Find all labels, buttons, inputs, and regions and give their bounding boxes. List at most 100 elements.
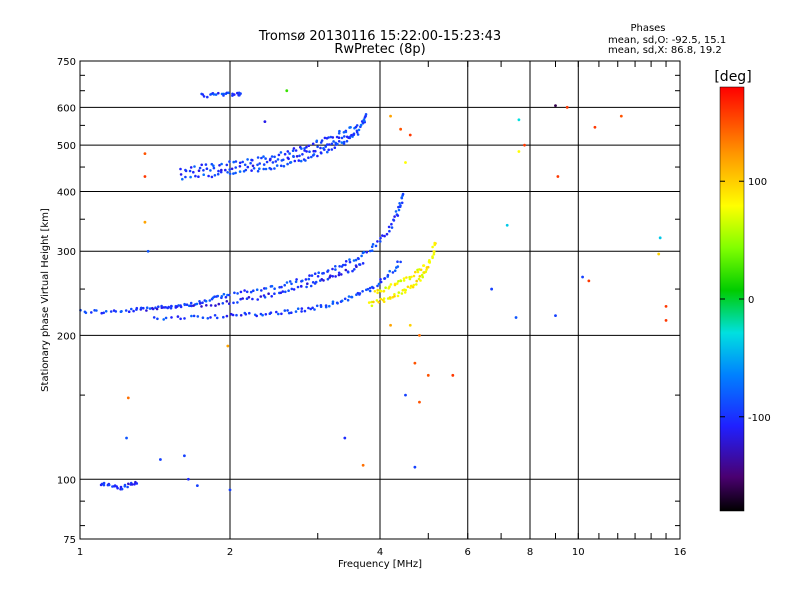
y-tick-label: 750 xyxy=(57,57,76,68)
data-point xyxy=(234,171,237,175)
data-point xyxy=(160,306,164,310)
data-point xyxy=(356,133,360,136)
data-point xyxy=(268,158,272,162)
data-point xyxy=(388,229,391,233)
y-tick-label: 75 xyxy=(63,535,76,546)
data-point xyxy=(393,269,397,273)
y-tick-label: 600 xyxy=(57,103,76,114)
data-point xyxy=(290,282,293,286)
data-point xyxy=(204,299,208,303)
data-point xyxy=(205,304,208,307)
data-point xyxy=(256,156,260,159)
data-point xyxy=(292,288,296,291)
data-point xyxy=(292,147,296,150)
data-point xyxy=(387,225,391,229)
data-point xyxy=(372,300,375,304)
data-point xyxy=(313,272,317,276)
data-point xyxy=(220,162,223,166)
data-point xyxy=(354,258,358,262)
data-point xyxy=(143,152,147,156)
data-point xyxy=(222,315,225,319)
data-point xyxy=(346,270,350,274)
data-point xyxy=(368,286,372,290)
data-point xyxy=(379,278,382,281)
data-point xyxy=(337,132,341,135)
data-point xyxy=(249,290,253,294)
data-point xyxy=(344,263,347,267)
colorbar-tick-label: -100 xyxy=(748,413,771,424)
data-point xyxy=(216,294,220,298)
data-point xyxy=(379,240,382,243)
data-point xyxy=(285,281,289,284)
data-point xyxy=(200,305,203,308)
data-point xyxy=(186,477,190,481)
data-point xyxy=(125,436,128,440)
data-point xyxy=(189,175,192,179)
data-point xyxy=(212,164,215,167)
data-point xyxy=(350,133,353,137)
data-point xyxy=(286,309,289,312)
data-point xyxy=(376,240,379,243)
data-point xyxy=(157,305,160,309)
data-point xyxy=(126,485,129,489)
data-point xyxy=(307,277,311,281)
data-point xyxy=(201,316,205,320)
data-point xyxy=(404,288,408,292)
data-point xyxy=(260,156,263,160)
data-point xyxy=(388,285,391,289)
data-point xyxy=(192,170,195,174)
data-point xyxy=(421,275,425,279)
data-point xyxy=(401,192,405,196)
data-point xyxy=(196,315,200,318)
data-point xyxy=(345,139,349,143)
data-point xyxy=(329,135,333,139)
data-point xyxy=(84,311,88,315)
data-point xyxy=(142,306,145,310)
stats-heading: Phases xyxy=(630,23,665,34)
data-point xyxy=(299,159,303,163)
data-point xyxy=(133,483,136,486)
data-point xyxy=(657,252,661,256)
data-point xyxy=(619,114,623,118)
data-point xyxy=(399,204,402,207)
data-point xyxy=(162,318,165,321)
data-point xyxy=(283,152,287,156)
data-point xyxy=(282,158,285,162)
data-point xyxy=(343,297,347,301)
data-point xyxy=(202,95,206,98)
data-point xyxy=(406,285,410,289)
chart-title: Tromsø 20130116 15:22:00-15:23:43 xyxy=(258,29,501,44)
data-point xyxy=(90,311,93,314)
data-point xyxy=(228,168,231,171)
data-point xyxy=(337,273,341,277)
data-point xyxy=(225,163,229,167)
data-point xyxy=(384,286,387,290)
data-point xyxy=(276,158,280,161)
data-point xyxy=(355,130,359,134)
data-point xyxy=(431,255,434,258)
data-point xyxy=(181,177,184,181)
data-point xyxy=(344,260,348,263)
colorbar-label: [deg] xyxy=(714,69,751,85)
data-point xyxy=(194,174,197,178)
data-point xyxy=(376,284,379,288)
data-point xyxy=(426,373,430,377)
data-point xyxy=(217,302,221,306)
data-point xyxy=(332,140,335,143)
data-point xyxy=(422,264,426,267)
data-point xyxy=(201,93,205,96)
data-point xyxy=(135,482,139,485)
data-point xyxy=(109,310,113,313)
data-point xyxy=(419,268,423,272)
data-point xyxy=(217,91,220,95)
data-point xyxy=(263,296,267,299)
data-point xyxy=(300,147,303,150)
data-point xyxy=(270,155,274,158)
data-point xyxy=(368,289,372,293)
data-point xyxy=(331,275,335,278)
data-point xyxy=(235,313,238,317)
data-point xyxy=(295,155,299,158)
data-point xyxy=(204,163,208,166)
data-point xyxy=(420,273,424,277)
